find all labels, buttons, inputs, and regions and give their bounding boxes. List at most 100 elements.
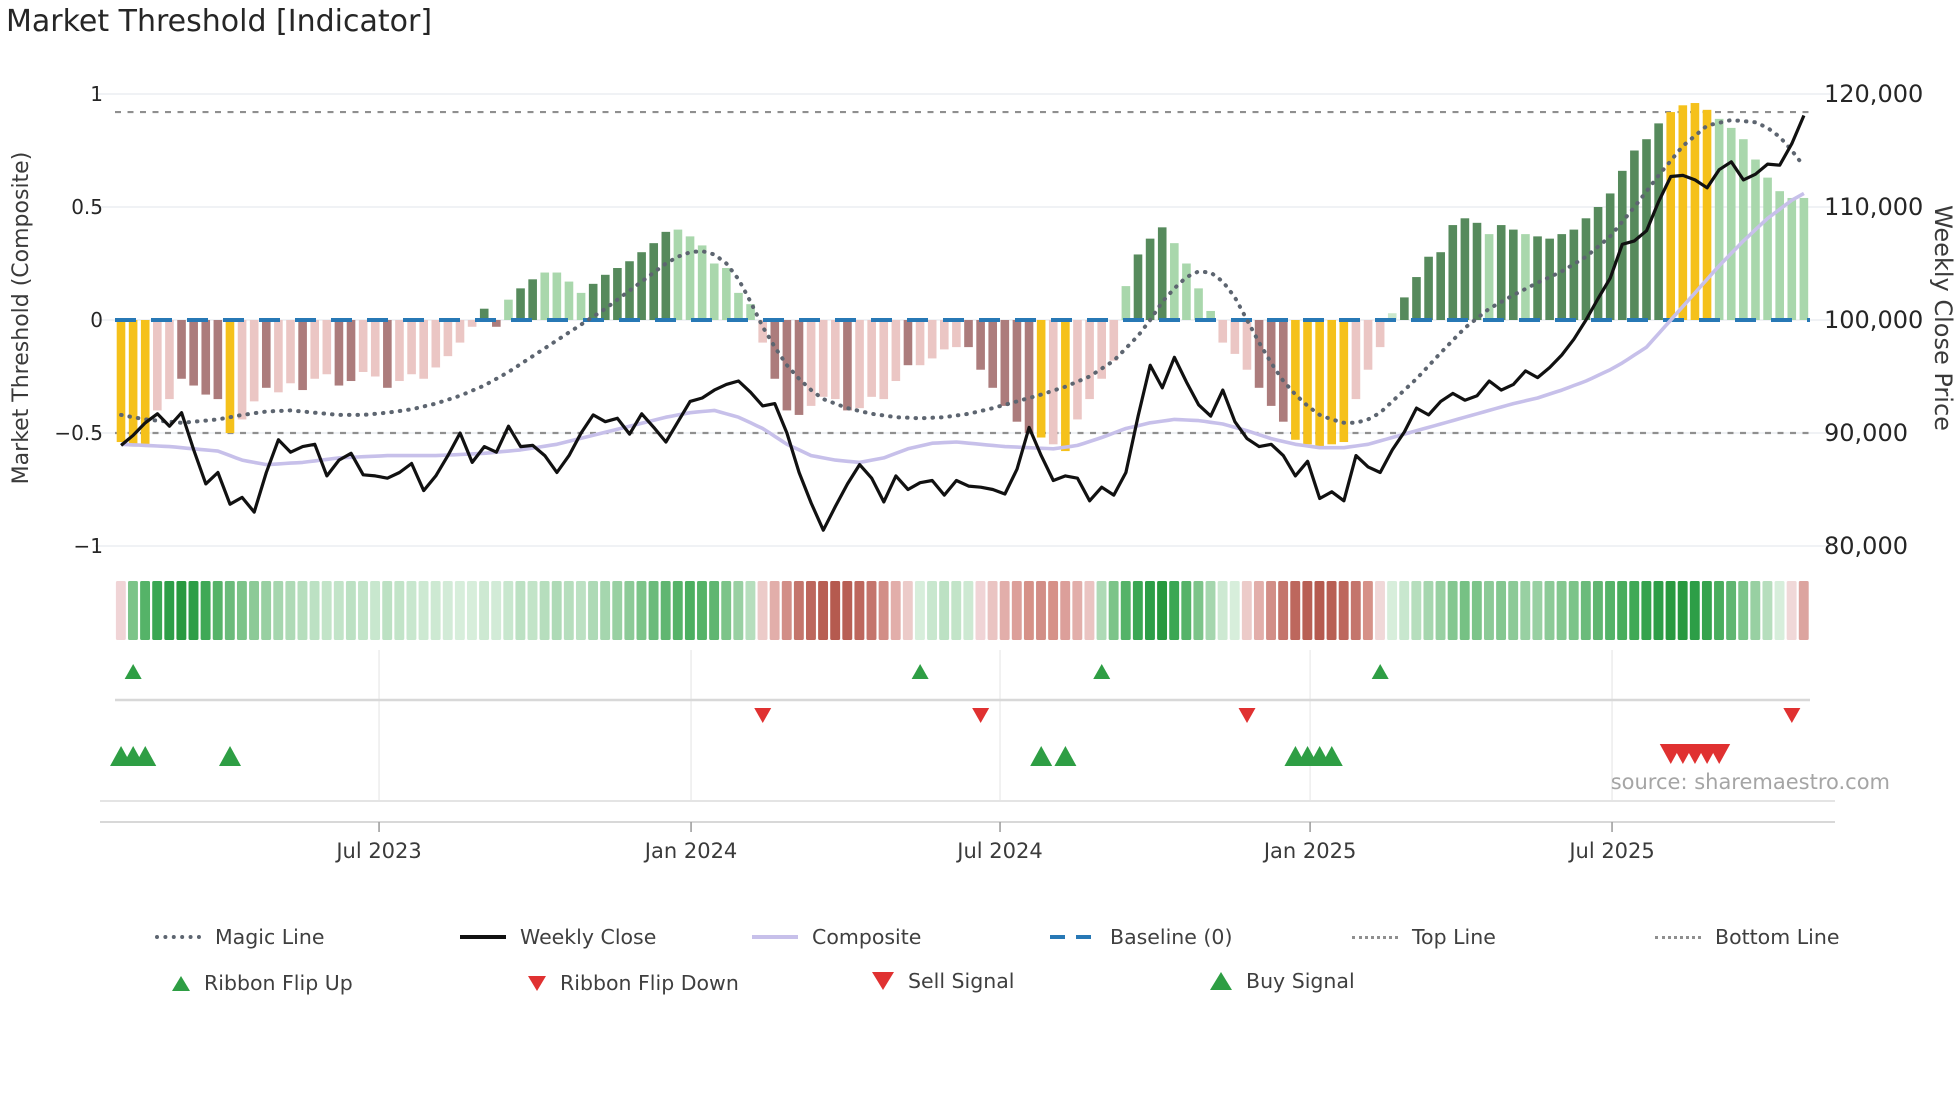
bar bbox=[1751, 159, 1760, 320]
bar bbox=[1714, 118, 1724, 320]
bar bbox=[806, 320, 816, 406]
ribbon-cell bbox=[830, 581, 841, 640]
ribbon-flip-up-marker bbox=[1371, 664, 1389, 679]
bar bbox=[1085, 320, 1094, 400]
ribbon-cell bbox=[454, 581, 465, 640]
ribbon-cell bbox=[1084, 581, 1095, 640]
ribbon-cell bbox=[236, 581, 247, 640]
bar bbox=[274, 320, 283, 393]
ribbon-cell bbox=[902, 581, 913, 640]
left-tick-label: −1 bbox=[74, 534, 103, 558]
page-title: Market Threshold [Indicator] bbox=[6, 4, 433, 39]
bar bbox=[1775, 191, 1784, 320]
bar bbox=[1254, 320, 1264, 388]
ribbon-cell bbox=[1048, 581, 1059, 640]
ribbon-cell bbox=[987, 581, 998, 640]
ribbon-cell bbox=[927, 581, 937, 640]
bar bbox=[673, 229, 683, 320]
ribbon-cell bbox=[140, 581, 151, 640]
ribbon-cell bbox=[1689, 581, 1700, 640]
bar bbox=[298, 320, 307, 391]
bar bbox=[225, 320, 235, 433]
ribbon-cell bbox=[1132, 581, 1143, 640]
bar bbox=[237, 320, 247, 420]
trade-signal-markers bbox=[110, 744, 1731, 766]
bar bbox=[1194, 288, 1203, 320]
ribbon-cell bbox=[1108, 581, 1119, 640]
bar bbox=[1351, 320, 1361, 400]
bar bbox=[976, 320, 985, 370]
bar bbox=[1509, 229, 1518, 320]
legend-label: Weekly Close bbox=[520, 925, 657, 949]
y-axis-right: 120,000 110,000 100,000 90,000 80,000 bbox=[1824, 80, 1923, 560]
bar bbox=[128, 320, 138, 447]
bar bbox=[576, 292, 586, 320]
legend-item-weekly-close: Weekly Close bbox=[460, 922, 656, 952]
ribbon-cell bbox=[854, 581, 865, 640]
ribbon-cell bbox=[1447, 581, 1458, 640]
ribbon-cell bbox=[709, 581, 720, 640]
bar bbox=[310, 320, 320, 379]
bar bbox=[116, 320, 126, 443]
bar bbox=[1678, 105, 1688, 320]
ribbon-cell bbox=[394, 581, 405, 640]
bar bbox=[1206, 310, 1215, 320]
bar bbox=[1557, 234, 1567, 320]
ribbon-cell bbox=[951, 581, 962, 640]
buy-signal-marker bbox=[219, 746, 242, 766]
baseline-swatch bbox=[1050, 935, 1096, 939]
bar bbox=[1533, 236, 1542, 320]
legend-label: Ribbon Flip Up bbox=[204, 971, 353, 995]
ribbon-cell bbox=[563, 581, 574, 640]
ribbon-cell bbox=[224, 581, 235, 640]
ribbon-cell bbox=[503, 581, 514, 640]
legend-item-top-line: Top Line bbox=[1352, 922, 1496, 952]
bar bbox=[1097, 320, 1106, 379]
ribbon-cell bbox=[430, 581, 441, 640]
legend-item-magic-line: Magic Line bbox=[155, 922, 324, 952]
ribbon-cell bbox=[1726, 581, 1737, 640]
y-axis-left: 1 0.5 0 −0.5 −1 bbox=[54, 82, 103, 558]
ribbon-cell bbox=[1701, 581, 1712, 640]
ribbon-cell bbox=[636, 581, 647, 640]
bar bbox=[286, 320, 295, 384]
bar bbox=[600, 274, 610, 320]
legend-label: Ribbon Flip Down bbox=[560, 971, 739, 995]
ribbon-cell bbox=[261, 581, 272, 640]
ribbon-cell bbox=[406, 581, 417, 640]
bar bbox=[1739, 139, 1748, 320]
ribbon-cell bbox=[818, 581, 829, 640]
ribbon-cell bbox=[684, 581, 695, 640]
bar bbox=[165, 320, 174, 400]
signal-panel bbox=[100, 650, 1835, 823]
ribbon-flip-down-marker bbox=[1238, 708, 1256, 723]
ribbon-cell bbox=[1193, 581, 1204, 640]
legend-item-sell-signal: Sell Signal bbox=[872, 966, 1015, 996]
ribbon-cell bbox=[1338, 581, 1349, 640]
ribbon-cell bbox=[1229, 581, 1240, 640]
ribbon-cell bbox=[1253, 581, 1264, 640]
bar bbox=[213, 320, 223, 400]
bar bbox=[1375, 320, 1385, 348]
ribbon-cell bbox=[697, 581, 707, 640]
ribbon-flip-markers bbox=[124, 664, 1801, 723]
bar bbox=[1484, 234, 1494, 320]
ribbon-cell bbox=[793, 581, 804, 640]
ribbon-cell bbox=[152, 581, 163, 640]
weekly-close-swatch bbox=[460, 935, 506, 939]
bar bbox=[346, 320, 356, 382]
ribbon-flip-up-marker bbox=[124, 664, 142, 679]
ribbon-flip-down-icon bbox=[528, 975, 546, 991]
ribbon-cell bbox=[999, 581, 1010, 640]
ribbon-cell bbox=[1496, 581, 1507, 640]
ribbon-cell bbox=[1302, 581, 1313, 640]
bar bbox=[1048, 320, 1058, 445]
composite-bars bbox=[116, 103, 1809, 452]
bar bbox=[1339, 320, 1349, 443]
bar bbox=[249, 320, 259, 402]
legend-item-ribbon-flip-down: Ribbon Flip Down bbox=[528, 968, 739, 998]
ribbon-cell bbox=[588, 581, 598, 640]
ribbon-flip-up-marker bbox=[911, 664, 929, 679]
bar bbox=[1763, 177, 1772, 320]
ribbon-cell bbox=[164, 581, 175, 640]
